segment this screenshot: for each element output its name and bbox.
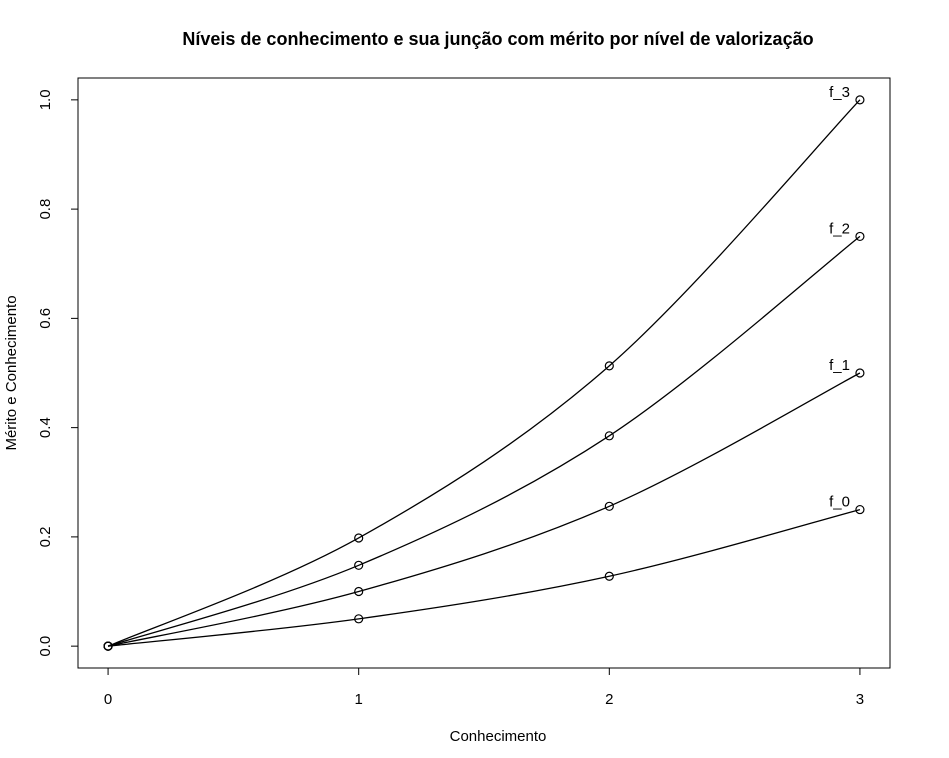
series-label: f_0 (829, 494, 850, 511)
data-point (604, 571, 614, 581)
series-label: f_1 (829, 357, 850, 374)
x-tick-label: 2 (605, 691, 613, 708)
chart-title: Níveis de conhecimento e sua junção com … (182, 29, 813, 49)
data-point (354, 586, 364, 597)
series-line-f-3 (107, 99, 861, 647)
data-point (855, 231, 865, 242)
plot-frame (77, 77, 891, 669)
series-line-f-0 (108, 508, 861, 647)
data-point (855, 95, 865, 105)
data-point (354, 614, 364, 624)
x-axis: 0 1 2 3 (104, 668, 864, 708)
y-tick-label: 0.2 (37, 526, 54, 547)
data-point (855, 504, 865, 515)
x-tick-label: 1 (355, 691, 363, 708)
data-point (354, 533, 364, 543)
x-tick-label: 0 (104, 691, 112, 708)
y-tick-label: 0.0 (37, 636, 54, 657)
data-point (604, 431, 614, 441)
series-label: f_3 (829, 84, 850, 101)
x-tick-label: 3 (856, 691, 864, 708)
series-curves (107, 99, 861, 647)
y-tick-label: 0.8 (37, 199, 54, 220)
data-point (103, 641, 113, 651)
y-axis: 0.0 0.2 0.4 0.6 0.8 1.0 (37, 89, 78, 657)
y-tick-label: 0.4 (37, 417, 54, 438)
series-line-f-2 (107, 235, 861, 647)
series-line-f-1 (107, 372, 861, 647)
y-axis-label: Mérito e Conhecimento (3, 295, 20, 450)
y-tick-label: 0.6 (37, 308, 54, 329)
series-points (103, 95, 865, 651)
series-label: f_2 (829, 220, 850, 237)
series-labels: f_0 f_1 f_2 f_3 (829, 84, 850, 511)
data-point (354, 560, 364, 570)
x-axis-label: Conhecimento (450, 728, 547, 745)
data-point (604, 361, 614, 371)
data-point (604, 501, 614, 511)
y-tick-label: 1.0 (37, 89, 54, 110)
data-point (855, 368, 865, 378)
